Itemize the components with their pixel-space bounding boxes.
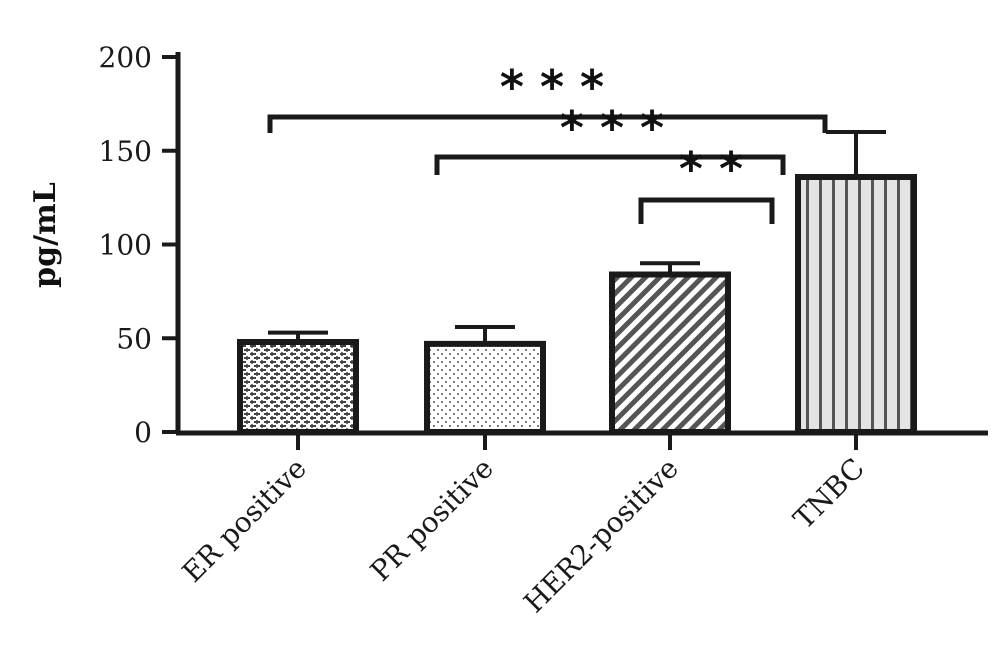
y-axis-label: pg/mL — [28, 182, 63, 288]
bar — [609, 271, 731, 435]
significance-bracket — [638, 197, 775, 224]
x-tick-label: TNBC — [787, 452, 871, 536]
significance-bracket — [434, 154, 786, 175]
bars — [237, 174, 917, 435]
bar — [237, 339, 359, 435]
y-tick-label: 50 — [116, 322, 152, 355]
significance-bracket — [267, 114, 828, 133]
x-tick-label: HER2-positive — [517, 452, 685, 620]
y-tick-label: 100 — [99, 229, 152, 262]
error-bars — [268, 130, 886, 344]
significance-label: * * — [679, 142, 743, 196]
x-axis-labels: ER positive PR positive HER2-positive TNBC — [176, 433, 871, 619]
y-axis-ticks: 0 50 100 150 200 — [99, 41, 178, 449]
axes — [175, 52, 988, 436]
y-tick-label: 0 — [134, 416, 152, 449]
significance-label: * * * — [500, 60, 604, 114]
x-tick-label: ER positive — [176, 452, 313, 589]
bar — [795, 174, 917, 435]
significance-brackets: * * ** * * * * — [267, 60, 828, 224]
y-tick-label: 150 — [99, 135, 152, 168]
significance-label: * * * — [560, 101, 664, 155]
x-tick-label: PR positive — [364, 452, 500, 588]
bar — [424, 340, 546, 435]
y-tick-label: 200 — [99, 41, 152, 74]
